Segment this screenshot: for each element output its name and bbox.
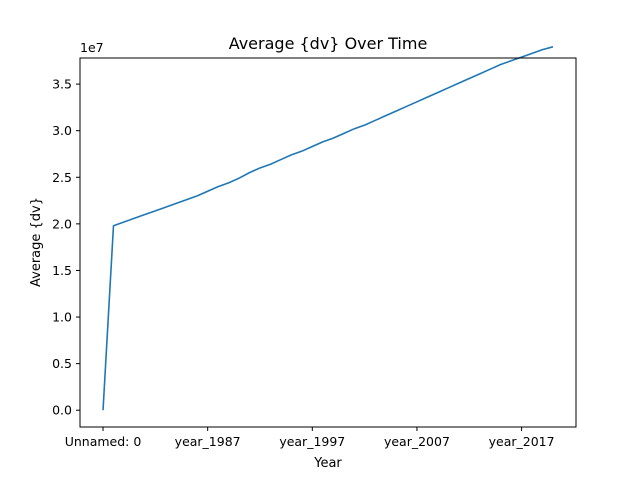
- x-axis-ticks: Unnamed: 0 year_1987 year_1997 year_2007 yea…: [65, 427, 555, 449]
- y-tick-label: 1.0: [52, 310, 72, 325]
- y-axis-ticks: 0.0 0.5 1.0 1.5 2.0 2.5 3.0 3.5: [52, 77, 80, 418]
- y-tick-label: 3.0: [52, 123, 72, 138]
- y-axis-label: Average {dv}: [29, 197, 44, 287]
- x-tick-label: year_1997: [279, 434, 345, 449]
- y-tick-label: 0.5: [52, 356, 72, 371]
- y-offset-label: 1e7: [80, 40, 104, 55]
- x-tick-label: year_2017: [489, 434, 555, 449]
- plot-area: [102, 46, 554, 411]
- axes-frame: [79, 57, 577, 428]
- y-tick-label: 0.0: [52, 403, 72, 418]
- series-line-0: [102, 46, 554, 411]
- x-axis-label: Year: [313, 456, 342, 471]
- y-tick-label: 2.5: [52, 170, 72, 185]
- x-tick-label: year_2007: [384, 434, 450, 449]
- y-tick-label: 3.5: [52, 77, 72, 92]
- y-tick-label: 1.5: [52, 263, 72, 278]
- x-tick-label: year_1987: [175, 434, 241, 449]
- y-tick-label: 2.0: [52, 216, 72, 231]
- chart-title: Average {dv} Over Time: [229, 34, 428, 53]
- x-tick-label: Unnamed: 0: [65, 434, 142, 449]
